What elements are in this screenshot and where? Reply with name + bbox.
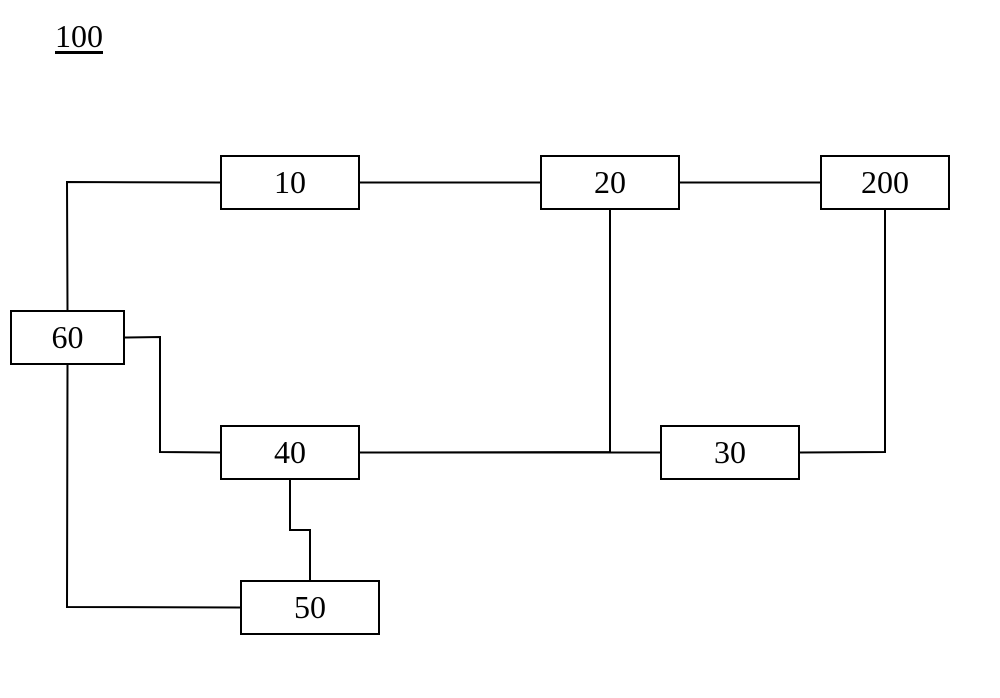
node-200: 200: [820, 155, 950, 210]
node-50: 50: [240, 580, 380, 635]
node-10: 10: [220, 155, 360, 210]
node-30: 30: [660, 425, 800, 480]
edge-n60-n40: [125, 337, 220, 453]
node-40: 40: [220, 425, 360, 480]
edge-n200-n30: [800, 210, 885, 453]
diagram-canvas: 100 102020060403050: [0, 0, 1000, 698]
edge-n60-n10: [67, 182, 220, 310]
edge-n20-n40: [360, 210, 610, 453]
edge-n40-n50: [290, 480, 310, 580]
edges-layer: [0, 0, 1000, 698]
node-20: 20: [540, 155, 680, 210]
edge-n60-n50: [67, 365, 240, 608]
node-60: 60: [10, 310, 125, 365]
